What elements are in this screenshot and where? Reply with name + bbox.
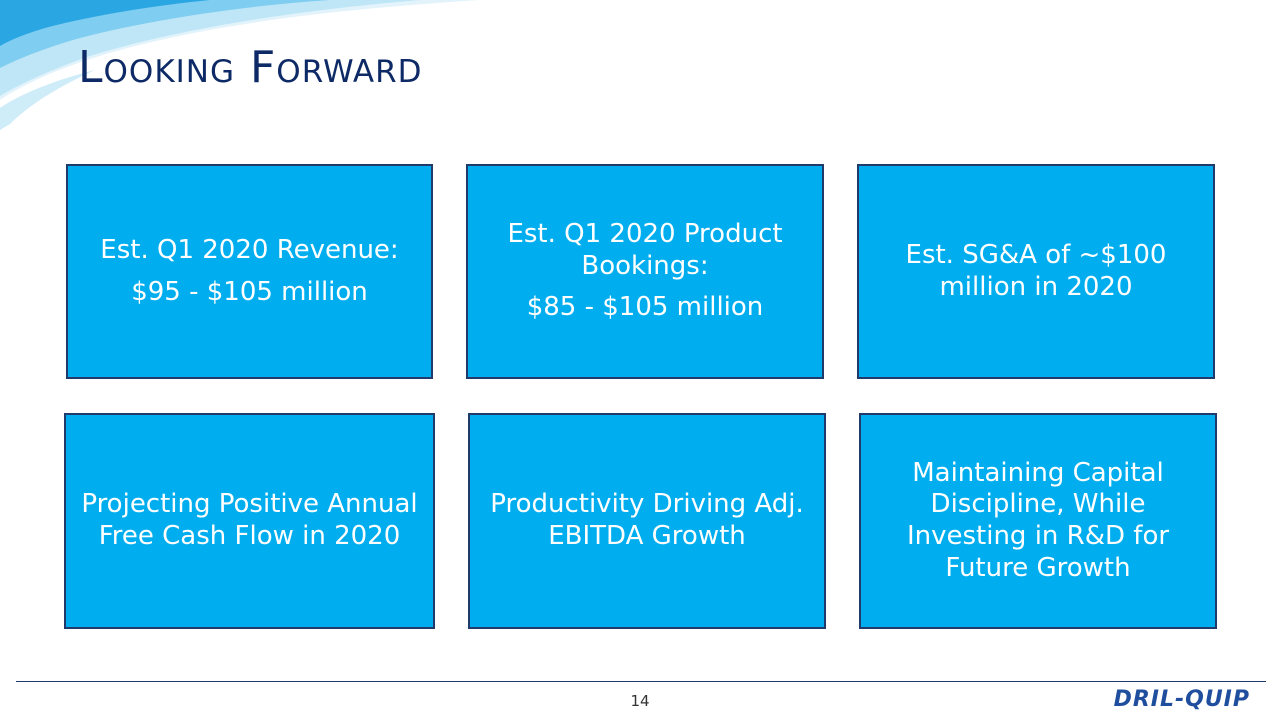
q1-revenue-value: $95 - $105 million <box>131 276 368 307</box>
slide-title: Looking Forward <box>78 42 423 93</box>
header-swoosh-decoration <box>0 0 480 130</box>
footer-divider <box>16 681 1266 682</box>
capital-discipline-text: Maintaining Capital Discipline, While In… <box>906 457 1170 583</box>
page-number: 14 <box>630 692 650 710</box>
sga-box: Est. SG&A of ~$100 million in 2020 <box>857 164 1215 379</box>
q1-revenue-label: Est. Q1 2020 Revenue: <box>100 234 399 265</box>
q1-revenue-box: Est. Q1 2020 Revenue: $95 - $105 million <box>66 164 433 379</box>
ebitda-text: Productivity Driving Adj. EBITDA Growth <box>490 489 804 551</box>
free-cash-flow-box: Projecting Positive Annual Free Cash Flo… <box>64 413 435 629</box>
free-cash-flow-text: Projecting Positive Annual Free Cash Flo… <box>81 489 418 551</box>
q1-bookings-label: Est. Q1 2020 Product Bookings: <box>507 218 783 281</box>
q1-bookings-value: $85 - $105 million <box>526 292 764 323</box>
capital-discipline-box: Maintaining Capital Discipline, While In… <box>859 413 1217 629</box>
sga-text: Est. SG&A of ~$100 million in 2020 <box>905 239 1167 302</box>
q1-bookings-box: Est. Q1 2020 Product Bookings: $85 - $10… <box>466 164 824 379</box>
dril-quip-logo: DRIL-QUIP <box>1113 687 1250 712</box>
ebitda-box: Productivity Driving Adj. EBITDA Growth <box>468 413 826 629</box>
